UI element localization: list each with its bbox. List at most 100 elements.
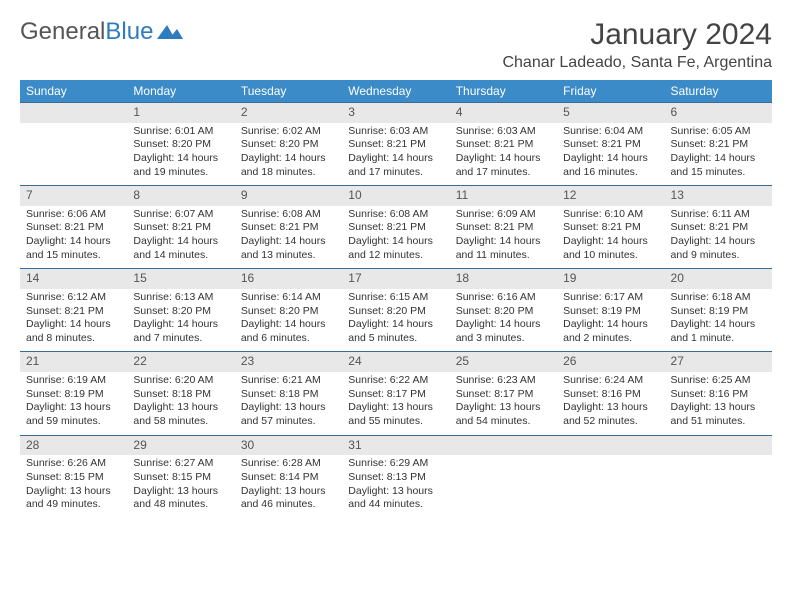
day-cell: Sunrise: 6:26 AMSunset: 8:15 PMDaylight:… — [20, 455, 127, 518]
sunrise-text: Sunrise: 6:13 AM — [133, 291, 228, 305]
day-cell: Sunrise: 6:02 AMSunset: 8:20 PMDaylight:… — [235, 123, 342, 186]
daylight-text: Daylight: 14 hours and 14 minutes. — [133, 235, 228, 262]
sunset-text: Sunset: 8:18 PM — [133, 388, 228, 402]
sunset-text: Sunset: 8:21 PM — [26, 221, 121, 235]
day-number-row: 28293031 — [20, 435, 772, 455]
sunrise-text: Sunrise: 6:08 AM — [348, 208, 443, 222]
day-cell: Sunrise: 6:03 AMSunset: 8:21 PMDaylight:… — [342, 123, 449, 186]
daylight-text: Daylight: 14 hours and 13 minutes. — [241, 235, 336, 262]
daylight-text: Daylight: 14 hours and 12 minutes. — [348, 235, 443, 262]
day-cell: Sunrise: 6:12 AMSunset: 8:21 PMDaylight:… — [20, 289, 127, 352]
sunset-text: Sunset: 8:21 PM — [671, 221, 766, 235]
sunrise-text: Sunrise: 6:15 AM — [348, 291, 443, 305]
day-cell: Sunrise: 6:15 AMSunset: 8:20 PMDaylight:… — [342, 289, 449, 352]
sunrise-text: Sunrise: 6:22 AM — [348, 374, 443, 388]
sunset-text: Sunset: 8:15 PM — [133, 471, 228, 485]
day-number — [20, 103, 127, 123]
daylight-text: Daylight: 14 hours and 16 minutes. — [563, 152, 658, 179]
sunset-text: Sunset: 8:14 PM — [241, 471, 336, 485]
sunrise-text: Sunrise: 6:19 AM — [26, 374, 121, 388]
daylight-text: Daylight: 14 hours and 3 minutes. — [456, 318, 551, 345]
sunrise-text: Sunrise: 6:04 AM — [563, 125, 658, 139]
daylight-text: Daylight: 14 hours and 10 minutes. — [563, 235, 658, 262]
sunset-text: Sunset: 8:21 PM — [456, 138, 551, 152]
sunrise-text: Sunrise: 6:18 AM — [671, 291, 766, 305]
sunset-text: Sunset: 8:21 PM — [456, 221, 551, 235]
day-number: 10 — [342, 186, 449, 206]
daylight-text: Daylight: 14 hours and 11 minutes. — [456, 235, 551, 262]
logo-text-1: General — [20, 18, 105, 46]
sunrise-text: Sunrise: 6:28 AM — [241, 457, 336, 471]
daylight-text: Daylight: 13 hours and 48 minutes. — [133, 485, 228, 512]
daylight-text: Daylight: 14 hours and 9 minutes. — [671, 235, 766, 262]
daylight-text: Daylight: 14 hours and 8 minutes. — [26, 318, 121, 345]
weekday-header-row: Sunday Monday Tuesday Wednesday Thursday… — [20, 80, 772, 103]
day-number: 14 — [20, 269, 127, 289]
calendar-table: Sunday Monday Tuesday Wednesday Thursday… — [20, 80, 772, 518]
sunset-text: Sunset: 8:21 PM — [563, 138, 658, 152]
sunset-text: Sunset: 8:21 PM — [133, 221, 228, 235]
sunset-text: Sunset: 8:19 PM — [26, 388, 121, 402]
sunset-text: Sunset: 8:20 PM — [133, 305, 228, 319]
day-cell: Sunrise: 6:25 AMSunset: 8:16 PMDaylight:… — [665, 372, 772, 435]
weekday-header: Tuesday — [235, 80, 342, 103]
day-cell: Sunrise: 6:13 AMSunset: 8:20 PMDaylight:… — [127, 289, 234, 352]
day-number: 8 — [127, 186, 234, 206]
sunset-text: Sunset: 8:21 PM — [348, 138, 443, 152]
sunset-text: Sunset: 8:21 PM — [241, 221, 336, 235]
sunset-text: Sunset: 8:13 PM — [348, 471, 443, 485]
day-cell: Sunrise: 6:08 AMSunset: 8:21 PMDaylight:… — [235, 206, 342, 269]
daylight-text: Daylight: 14 hours and 17 minutes. — [348, 152, 443, 179]
day-number: 22 — [127, 352, 234, 372]
sunset-text: Sunset: 8:16 PM — [671, 388, 766, 402]
weekday-header: Monday — [127, 80, 234, 103]
day-cell: Sunrise: 6:01 AMSunset: 8:20 PMDaylight:… — [127, 123, 234, 186]
sunrise-text: Sunrise: 6:06 AM — [26, 208, 121, 222]
daylight-text: Daylight: 14 hours and 7 minutes. — [133, 318, 228, 345]
day-number-row: 123456 — [20, 103, 772, 123]
sunset-text: Sunset: 8:17 PM — [456, 388, 551, 402]
daylight-text: Daylight: 13 hours and 52 minutes. — [563, 401, 658, 428]
sunset-text: Sunset: 8:15 PM — [26, 471, 121, 485]
day-number — [557, 435, 664, 455]
month-title: January 2024 — [502, 18, 772, 52]
sunrise-text: Sunrise: 6:25 AM — [671, 374, 766, 388]
daylight-text: Daylight: 13 hours and 46 minutes. — [241, 485, 336, 512]
day-number: 20 — [665, 269, 772, 289]
day-number: 5 — [557, 103, 664, 123]
weekday-header: Thursday — [450, 80, 557, 103]
day-number: 11 — [450, 186, 557, 206]
day-number: 28 — [20, 435, 127, 455]
sunset-text: Sunset: 8:20 PM — [456, 305, 551, 319]
sunset-text: Sunset: 8:20 PM — [241, 305, 336, 319]
day-number: 7 — [20, 186, 127, 206]
day-cell: Sunrise: 6:16 AMSunset: 8:20 PMDaylight:… — [450, 289, 557, 352]
day-cell: Sunrise: 6:14 AMSunset: 8:20 PMDaylight:… — [235, 289, 342, 352]
day-number: 19 — [557, 269, 664, 289]
day-cell: Sunrise: 6:18 AMSunset: 8:19 PMDaylight:… — [665, 289, 772, 352]
sunset-text: Sunset: 8:21 PM — [671, 138, 766, 152]
sunset-text: Sunset: 8:19 PM — [563, 305, 658, 319]
day-number: 29 — [127, 435, 234, 455]
weekday-header: Wednesday — [342, 80, 449, 103]
sunrise-text: Sunrise: 6:20 AM — [133, 374, 228, 388]
weekday-header: Sunday — [20, 80, 127, 103]
sunset-text: Sunset: 8:20 PM — [348, 305, 443, 319]
day-cell: Sunrise: 6:03 AMSunset: 8:21 PMDaylight:… — [450, 123, 557, 186]
day-cell: Sunrise: 6:24 AMSunset: 8:16 PMDaylight:… — [557, 372, 664, 435]
day-cell: Sunrise: 6:07 AMSunset: 8:21 PMDaylight:… — [127, 206, 234, 269]
daylight-text: Daylight: 13 hours and 55 minutes. — [348, 401, 443, 428]
day-number: 30 — [235, 435, 342, 455]
location-text: Chanar Ladeado, Santa Fe, Argentina — [502, 54, 772, 72]
day-cell: Sunrise: 6:29 AMSunset: 8:13 PMDaylight:… — [342, 455, 449, 518]
sunset-text: Sunset: 8:18 PM — [241, 388, 336, 402]
day-cell: Sunrise: 6:27 AMSunset: 8:15 PMDaylight:… — [127, 455, 234, 518]
sunrise-text: Sunrise: 6:27 AM — [133, 457, 228, 471]
sunrise-text: Sunrise: 6:11 AM — [671, 208, 766, 222]
day-number: 4 — [450, 103, 557, 123]
day-number — [450, 435, 557, 455]
day-data-row: Sunrise: 6:01 AMSunset: 8:20 PMDaylight:… — [20, 123, 772, 186]
sunrise-text: Sunrise: 6:26 AM — [26, 457, 121, 471]
day-data-row: Sunrise: 6:19 AMSunset: 8:19 PM Daylight:… — [20, 372, 772, 435]
day-cell: Sunrise: 6:09 AMSunset: 8:21 PMDaylight:… — [450, 206, 557, 269]
